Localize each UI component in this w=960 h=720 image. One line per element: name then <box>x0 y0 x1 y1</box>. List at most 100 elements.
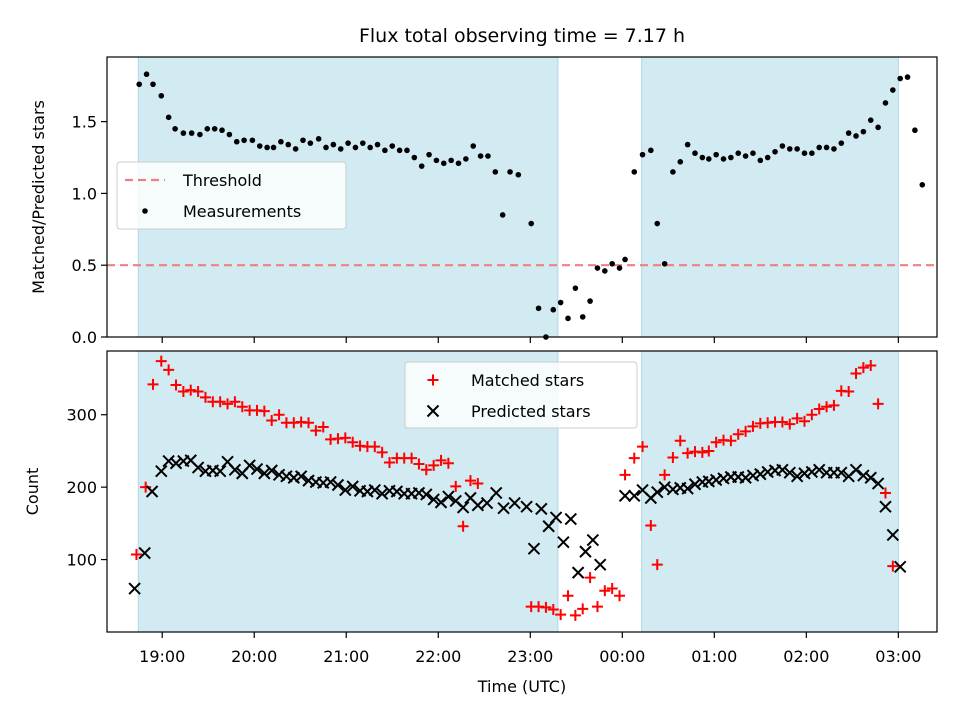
matched-star-point <box>185 384 197 396</box>
measurement-point <box>219 127 225 134</box>
matched-star-point <box>147 378 159 390</box>
matched-star-point <box>667 451 679 463</box>
measurement-point <box>233 138 240 145</box>
measurement-point <box>890 87 896 93</box>
matched-star-point <box>696 446 708 458</box>
matched-star-point <box>236 401 248 413</box>
predicted-star-point <box>783 466 796 479</box>
measurement-point <box>360 140 366 146</box>
ratio-y-axis-label: Matched/Predicted stars <box>29 100 48 294</box>
predicted-star-point <box>586 533 600 547</box>
predicted-star-point <box>434 496 448 509</box>
matched-star-point <box>806 409 818 421</box>
matched-star-point <box>569 609 581 621</box>
measurement-point <box>470 143 477 149</box>
measurement-point <box>831 146 837 152</box>
predicted-star-point <box>145 485 159 498</box>
measurement-point <box>307 140 314 146</box>
measurement-point <box>875 124 881 131</box>
measurement-point <box>622 256 628 263</box>
measurement-point <box>143 71 150 78</box>
measurement-point <box>528 220 535 227</box>
predicted-star-point <box>272 468 286 482</box>
predicted-star-point <box>361 485 374 498</box>
predicted-star-point <box>213 465 227 478</box>
measurement-point <box>352 144 359 151</box>
ratio-axes-frame <box>106 56 938 338</box>
matched-star-point <box>628 452 640 464</box>
measurement-point <box>912 127 918 134</box>
measurement-point <box>426 151 432 158</box>
predicted-star-point <box>681 482 694 495</box>
predicted-star-point <box>243 459 256 472</box>
matched-star-point <box>887 560 899 572</box>
predicted-star-point <box>557 535 570 549</box>
measurement-point <box>249 137 256 144</box>
measurement-point <box>809 150 815 157</box>
predicted-star-point <box>564 512 577 526</box>
matched-star-point <box>130 549 142 561</box>
matched-star-point <box>682 447 694 459</box>
predicted-star-point <box>280 470 293 483</box>
count-ytick-label: 300 <box>66 406 97 425</box>
measurement-point <box>367 144 373 151</box>
measurement-point <box>499 212 506 218</box>
predicted-star-point <box>571 566 585 579</box>
matched-star-point <box>472 478 484 490</box>
measurement-point <box>411 154 418 161</box>
predicted-star-point <box>324 475 337 489</box>
legend-label: Measurements <box>183 202 301 221</box>
matched-star-point <box>599 585 611 597</box>
predicted-star-point <box>618 489 632 503</box>
matched-star-point <box>828 399 840 411</box>
predicted-star-point <box>754 467 767 481</box>
count-ytick-label: 200 <box>66 478 97 497</box>
measurement-point <box>728 154 734 161</box>
measurement-point <box>211 125 218 132</box>
measurement-point <box>226 131 233 138</box>
ratio-ytick-label: 0.0 <box>72 328 97 347</box>
measurement-point <box>374 141 381 148</box>
matched-star-point <box>450 480 462 492</box>
predicted-star-point <box>879 500 892 513</box>
xtick-label: 03:00 <box>875 647 921 666</box>
predicted-star-point <box>191 461 205 474</box>
count-legend <box>404 361 638 429</box>
predicted-star-point <box>258 467 271 480</box>
measurement-point <box>396 147 403 154</box>
measurement-point <box>661 260 668 267</box>
measurement-point <box>897 75 903 82</box>
legend-predicted-handle <box>426 404 440 418</box>
predicted-star-point <box>471 499 485 512</box>
matched-star-point <box>406 452 418 464</box>
ratio-ytick-label: 0.5 <box>72 256 97 275</box>
measurement-point <box>150 81 156 88</box>
legend-label: Predicted stars <box>471 402 591 421</box>
measurement-point <box>165 114 172 121</box>
measurement-point <box>757 157 764 164</box>
predicted-star-point <box>835 466 848 479</box>
measurement-point <box>455 160 462 167</box>
matched-star-point <box>383 457 395 469</box>
ratio-ytick-label: 1.5 <box>72 113 97 132</box>
matched-star-point <box>798 415 810 427</box>
matched-star-point <box>821 401 833 413</box>
predicted-star-point <box>128 582 141 595</box>
matched-star-point <box>199 391 211 403</box>
matched-star-point <box>843 386 855 398</box>
xtick-label: 23:00 <box>507 647 553 666</box>
chart-title: Flux total observing time = 7.17 h <box>359 25 685 47</box>
count-panel: 100 200 300 19:00 20:00 21:00 22:00 23:00 00:00 0… <box>23 350 938 666</box>
matched-star-point <box>222 398 234 410</box>
matched-star-point <box>258 405 270 417</box>
predicted-star-point <box>162 454 175 468</box>
predicted-star-point <box>287 471 301 484</box>
matched-star-point <box>339 432 351 444</box>
predicted-star-point <box>265 464 278 477</box>
matched-star-point <box>163 364 175 376</box>
predicted-star-point <box>717 472 730 485</box>
measurement-point <box>882 100 889 106</box>
matched-star-point <box>710 436 722 448</box>
predicted-star-point <box>535 502 548 516</box>
count-ytick-label: 100 <box>66 551 97 570</box>
